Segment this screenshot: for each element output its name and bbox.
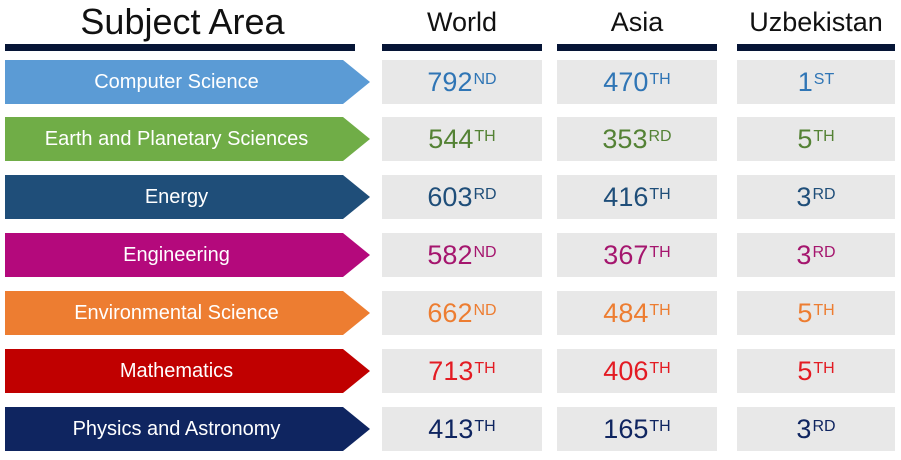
world-rank-number: 792 xyxy=(427,66,473,97)
world-rank-cell: 413 TH xyxy=(382,407,542,451)
uzbekistan-rank-cell: 5 TH xyxy=(737,291,895,335)
uzbekistan-rank-cell: 1 ST xyxy=(737,60,895,104)
subject-header-bar xyxy=(5,44,355,51)
uzbekistan-rank-cell: 3 RD xyxy=(737,233,895,277)
subject-arrow-label: Physics and Astronomy xyxy=(5,407,370,451)
world-rank-cell: 662 ND xyxy=(382,291,542,335)
world-rank-number: 603 xyxy=(427,181,473,212)
world-header-bar xyxy=(382,44,542,51)
table-row: Mathematics 713 TH 406 TH 5 TH xyxy=(0,349,901,393)
asia-rank-number: 406 xyxy=(603,355,649,386)
subject-arrow-label: Mathematics xyxy=(5,349,370,393)
world-rank-cell: 544 TH xyxy=(382,117,542,161)
asia-rank-cell: 165 TH xyxy=(557,407,717,451)
subject-arrow-label: Computer Science xyxy=(5,60,370,104)
uzbekistan-rank-cell: 3 RD xyxy=(737,175,895,219)
asia-rank-cell: 353 RD xyxy=(557,117,717,161)
uzbekistan-header: Uzbekistan xyxy=(749,7,883,37)
subject-arrow-label: Environmental Science xyxy=(5,291,370,335)
asia-rank-number: 470 xyxy=(603,66,649,97)
asia-header-bar xyxy=(557,44,717,51)
world-rank-cell: 792 ND xyxy=(382,60,542,104)
asia-rank-number: 484 xyxy=(603,297,649,328)
table-row: Computer Science 792 ND 470 TH 1 ST xyxy=(0,60,901,104)
asia-rank-number: 353 xyxy=(602,123,648,154)
uzbekistan-rank-cell: 3 RD xyxy=(737,407,895,451)
uzbekistan-rank-number: 1 xyxy=(797,66,813,97)
subject-arrow-label: Earth and Planetary Sciences xyxy=(5,117,370,161)
table-row: Environmental Science 662 ND 484 TH 5 TH xyxy=(0,291,901,335)
subject-area-header: Subject Area xyxy=(80,1,285,42)
uzbekistan-header-bar xyxy=(737,44,895,51)
uzbekistan-rank-number: 3 xyxy=(796,181,812,212)
uzbekistan-rank-number: 5 xyxy=(797,297,813,328)
asia-rank-number: 416 xyxy=(603,181,649,212)
world-rank-cell: 603 RD xyxy=(382,175,542,219)
asia-rank-cell: 367 TH xyxy=(557,233,717,277)
table-row: Energy 603 RD 416 TH 3 RD xyxy=(0,175,901,219)
uzbekistan-rank-number: 3 xyxy=(796,239,812,270)
table-row: Engineering 582 ND 367 TH 3 RD xyxy=(0,233,901,277)
asia-rank-cell: 470 TH xyxy=(557,60,717,104)
world-rank-number: 544 xyxy=(428,123,474,154)
asia-rank-cell: 406 TH xyxy=(557,349,717,393)
uzbekistan-rank-number: 3 xyxy=(796,413,812,444)
asia-rank-cell: 484 TH xyxy=(557,291,717,335)
world-rank-number: 413 xyxy=(428,413,474,444)
subject-arrow-label: Energy xyxy=(5,175,370,219)
asia-rank-number: 367 xyxy=(603,239,649,270)
world-rank-cell: 713 TH xyxy=(382,349,542,393)
subject-arrow-label: Engineering xyxy=(5,233,370,277)
world-header: World xyxy=(426,7,498,37)
world-rank-number: 582 xyxy=(427,239,473,270)
uzbekistan-rank-cell: 5 TH xyxy=(737,117,895,161)
world-rank-number: 713 xyxy=(428,355,474,386)
world-rank-number: 662 xyxy=(427,297,473,328)
uzbekistan-rank-number: 5 xyxy=(797,355,813,386)
table-row: Earth and Planetary Sciences 544 TH 353 RD 5 T… xyxy=(0,117,901,161)
world-rank-cell: 582 ND xyxy=(382,233,542,277)
asia-rank-number: 165 xyxy=(603,413,649,444)
asia-rank-cell: 416 TH xyxy=(557,175,717,219)
table-row: Physics and Astronomy 413 TH 165 TH 3 RD xyxy=(0,407,901,451)
uzbekistan-rank-number: 5 xyxy=(797,123,813,154)
asia-header: Asia xyxy=(610,7,664,37)
uzbekistan-rank-cell: 5 TH xyxy=(737,349,895,393)
